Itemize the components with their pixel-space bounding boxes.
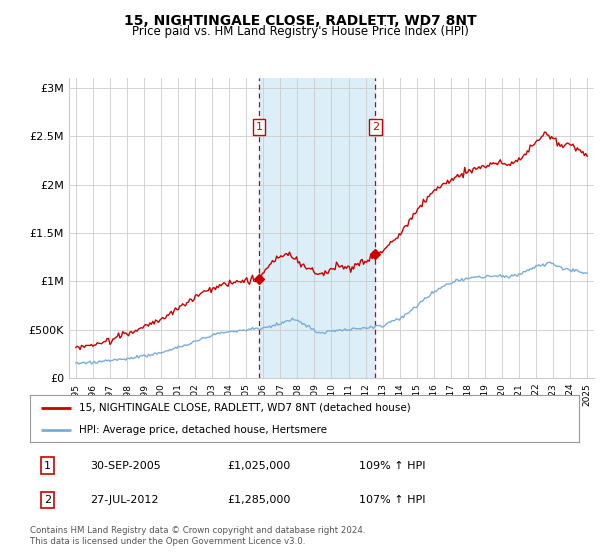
Text: 30-SEP-2005: 30-SEP-2005 (91, 460, 161, 470)
Text: 15, NIGHTINGALE CLOSE, RADLETT, WD7 8NT (detached house): 15, NIGHTINGALE CLOSE, RADLETT, WD7 8NT … (79, 403, 411, 413)
Text: £1,025,000: £1,025,000 (227, 460, 291, 470)
Text: HPI: Average price, detached house, Hertsmere: HPI: Average price, detached house, Hert… (79, 424, 328, 435)
Bar (259, 78, 376, 378)
Text: 1: 1 (44, 460, 51, 470)
Text: 2: 2 (372, 122, 379, 132)
Text: 15, NIGHTINGALE CLOSE, RADLETT, WD7 8NT: 15, NIGHTINGALE CLOSE, RADLETT, WD7 8NT (124, 14, 476, 28)
Text: 2: 2 (44, 495, 51, 505)
Text: 109% ↑ HPI: 109% ↑ HPI (359, 460, 426, 470)
Text: 27-JUL-2012: 27-JUL-2012 (91, 495, 159, 505)
Text: 107% ↑ HPI: 107% ↑ HPI (359, 495, 426, 505)
Text: Price paid vs. HM Land Registry's House Price Index (HPI): Price paid vs. HM Land Registry's House … (131, 25, 469, 38)
Text: £1,285,000: £1,285,000 (227, 495, 291, 505)
Text: Contains HM Land Registry data © Crown copyright and database right 2024.
This d: Contains HM Land Registry data © Crown c… (30, 526, 365, 546)
Text: 1: 1 (256, 122, 263, 132)
